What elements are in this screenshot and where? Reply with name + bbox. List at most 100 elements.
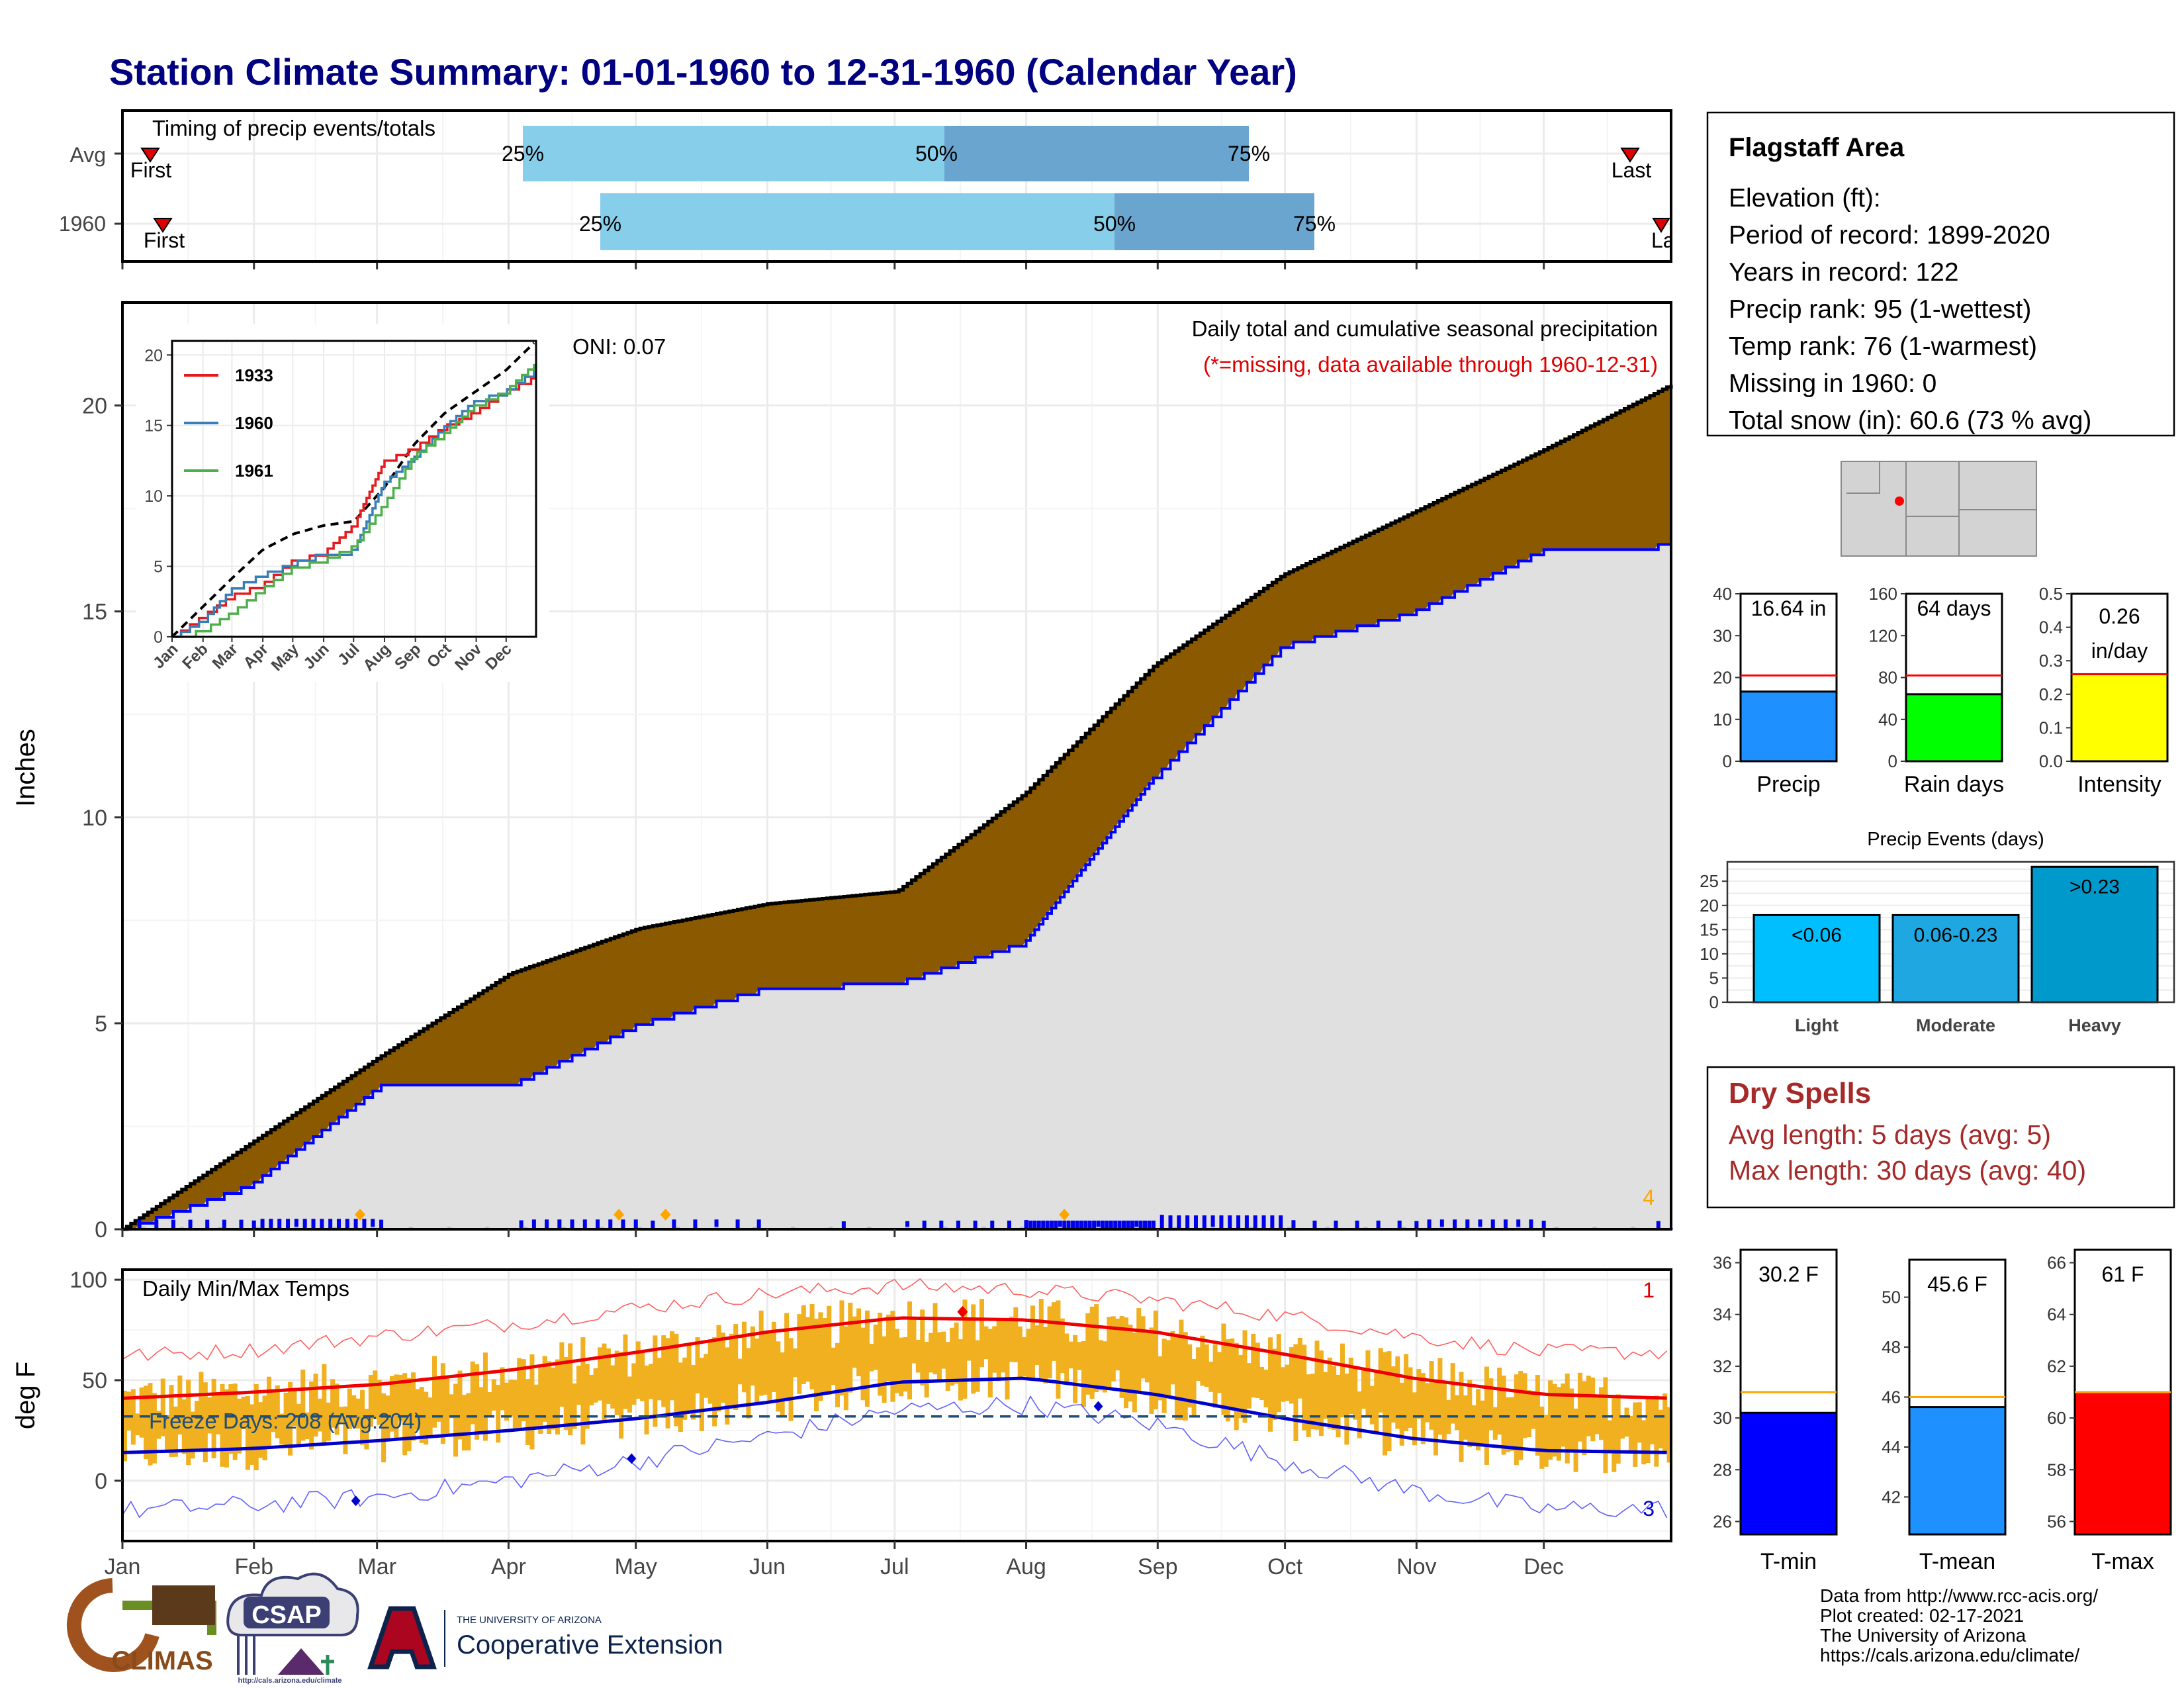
daily-temp-bar xyxy=(525,1379,531,1446)
daily-temp-bar xyxy=(1399,1382,1404,1446)
daily-precip-bar xyxy=(1071,1220,1075,1229)
daily-temp-bar xyxy=(1357,1391,1362,1438)
precip-y-tick-label: 15 xyxy=(82,600,107,625)
daily-temp-bar xyxy=(792,1348,797,1378)
daily-precip-bar xyxy=(251,1220,256,1229)
daily-temp-bar xyxy=(1645,1398,1651,1463)
daily-temp-bar xyxy=(555,1359,560,1435)
daily-temp-bar xyxy=(882,1336,887,1403)
daily-temp-bar xyxy=(169,1385,174,1458)
daily-temp-bar xyxy=(975,1340,980,1392)
precip-event-bar: <0.06 Light xyxy=(1752,914,1881,1035)
daily-temp-bar xyxy=(665,1338,670,1429)
daily-temp-bar xyxy=(920,1309,925,1385)
daily-temp-bar xyxy=(1145,1333,1150,1383)
daily-temp-bar xyxy=(568,1343,573,1436)
daily-temp-bar xyxy=(1314,1340,1320,1430)
precip-y-tick-label: 5 xyxy=(95,1011,107,1037)
timing-row-1960: 1960 25% 50% 75% First Last xyxy=(59,193,1670,252)
daily-temp-bar xyxy=(1633,1402,1638,1467)
daily-temp-bar xyxy=(1497,1367,1502,1435)
daily-temp-bar xyxy=(1310,1374,1316,1430)
daily-temp-bar xyxy=(742,1321,747,1393)
daily-precip-bar xyxy=(188,1219,193,1229)
precip-y-tick-label: 0 xyxy=(95,1217,107,1243)
daily-temp-bar xyxy=(1166,1340,1171,1398)
temp-summary-bars: 26 28 30 32 34 36 30.2 F T-min 42 44 46 48 50 45.6 F T… xyxy=(1713,1248,2172,1574)
daily-temp-bar xyxy=(614,1350,619,1415)
daily-temp-bar xyxy=(733,1324,739,1411)
daily-temp-bar xyxy=(686,1345,692,1413)
temp-y-tick-label: 100 xyxy=(69,1268,107,1293)
daily-precip-bar xyxy=(294,1219,298,1229)
daily-temp-bar xyxy=(716,1325,721,1412)
daily-precip-bar xyxy=(1105,1220,1109,1229)
daily-temp-bar xyxy=(228,1383,234,1454)
daily-temp-bar xyxy=(271,1389,276,1432)
daily-temp-bar xyxy=(1001,1321,1006,1373)
timing-bar-early xyxy=(600,193,1115,250)
daily-temp-bar xyxy=(899,1337,904,1397)
daily-precip-bar xyxy=(1151,1220,1156,1229)
daily-temp-bar xyxy=(635,1341,641,1399)
snow-marker-icon xyxy=(614,1208,625,1221)
daily-temp-bar xyxy=(177,1375,183,1435)
daily-temp-bar xyxy=(945,1342,950,1391)
daily-precip-bar xyxy=(154,1219,159,1229)
daily-temp-bar xyxy=(334,1383,340,1435)
daily-temp-bar xyxy=(856,1308,862,1377)
page-title: Station Climate Summary: 01-01-1960 to 1… xyxy=(109,51,1297,93)
daily-temp-bar xyxy=(873,1325,878,1370)
daily-temp-bar xyxy=(160,1378,165,1436)
timing-first-label: First xyxy=(130,158,171,182)
daily-precip-bar xyxy=(1355,1220,1359,1229)
temp-summary-tick-label: 56 xyxy=(2047,1511,2066,1531)
daily-temp-bar xyxy=(436,1377,441,1422)
daily-temp-bar xyxy=(576,1366,581,1405)
daily-temp-bar xyxy=(1420,1373,1426,1444)
daily-temp-bar xyxy=(1441,1383,1447,1442)
daily-temp-bar xyxy=(813,1319,819,1412)
daily-temp-bar xyxy=(1013,1307,1019,1362)
daily-precip-bar xyxy=(956,1220,960,1229)
daily-precip-bar xyxy=(651,1220,655,1229)
daily-temp-bar xyxy=(1369,1385,1375,1425)
temp-summary-tick-label: 48 xyxy=(1882,1337,1901,1357)
daily-temp-bar xyxy=(1225,1339,1230,1422)
temp-y-tick-label: 50 xyxy=(82,1368,107,1393)
daily-temp-bar xyxy=(992,1326,997,1373)
daily-temp-bar xyxy=(623,1334,628,1409)
daily-precip-bar xyxy=(1117,1220,1122,1229)
daily-temp-bar xyxy=(1297,1337,1302,1399)
timing-p25: 25% xyxy=(502,142,544,165)
csap-logo: CSAP http://cals.arizona.edu/climate xyxy=(226,1572,359,1685)
daily-temp-bar xyxy=(598,1347,603,1401)
daily-temp-bar xyxy=(1318,1350,1324,1436)
daily-precip-bar xyxy=(735,1219,740,1229)
daily-temp-bar xyxy=(199,1372,204,1452)
temp-y-tick-label: 0 xyxy=(95,1469,107,1494)
precip-year-line xyxy=(122,543,1672,1231)
daily-temp-bar xyxy=(737,1358,743,1385)
daily-temp-bar xyxy=(1552,1383,1557,1457)
daily-precip-bar xyxy=(1024,1220,1028,1229)
daily-temp-bar xyxy=(1658,1409,1663,1448)
daily-temp-bar xyxy=(1238,1354,1244,1419)
snow-marker-icon xyxy=(660,1208,671,1221)
daily-temp-bar xyxy=(453,1383,459,1457)
last-marker-icon xyxy=(1620,148,1640,163)
daily-precip-bar xyxy=(1168,1215,1173,1229)
summary-bar-intensity: 0.0 0.1 0.2 0.3 0.4 0.5 0.26 in/day Intensity xyxy=(2039,584,2169,797)
daily-temp-bar xyxy=(1390,1366,1396,1423)
daily-temp-bar xyxy=(771,1321,776,1392)
daily-temp-bar xyxy=(1612,1397,1617,1472)
daily-temp-bar xyxy=(640,1350,645,1401)
daily-temp-bar xyxy=(475,1364,480,1440)
temp-summary-tick-label: 60 xyxy=(2047,1408,2066,1428)
timing-bar-early xyxy=(523,126,944,181)
daily-temp-bar xyxy=(805,1317,811,1382)
temp-summary-value-label: 30.2 F xyxy=(1758,1262,1819,1286)
record-low-marker-icon xyxy=(1093,1401,1103,1412)
daily-temp-bar xyxy=(1471,1405,1477,1443)
daily-temp-bar xyxy=(351,1395,357,1427)
